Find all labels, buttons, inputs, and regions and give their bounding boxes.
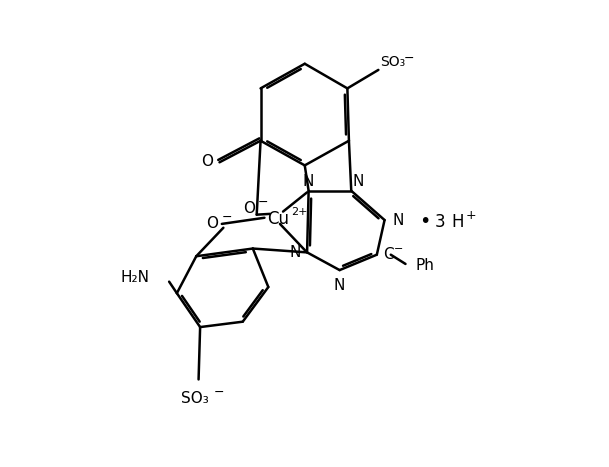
Text: 3: 3	[435, 212, 446, 231]
Text: N: N	[353, 174, 364, 189]
Text: −: −	[404, 51, 415, 64]
Text: N: N	[289, 245, 301, 260]
Text: −: −	[222, 211, 232, 224]
Text: O: O	[202, 154, 213, 169]
Text: SO₃: SO₃	[181, 391, 208, 406]
Text: C: C	[383, 247, 393, 262]
Text: O: O	[243, 201, 255, 216]
Text: N: N	[392, 212, 404, 227]
Text: N: N	[302, 174, 314, 189]
Text: −: −	[214, 386, 225, 399]
Text: SO₃: SO₃	[380, 55, 405, 69]
Text: H: H	[451, 212, 463, 231]
Text: Cu: Cu	[267, 210, 289, 228]
Text: −: −	[394, 243, 403, 254]
Text: •: •	[419, 212, 431, 231]
Text: O: O	[206, 216, 219, 232]
Text: Ph: Ph	[415, 258, 434, 273]
Text: −: −	[258, 196, 268, 209]
Text: H₂N: H₂N	[121, 270, 150, 285]
Text: +: +	[466, 209, 477, 222]
Text: N: N	[334, 278, 345, 293]
Text: 2+: 2+	[291, 206, 308, 217]
